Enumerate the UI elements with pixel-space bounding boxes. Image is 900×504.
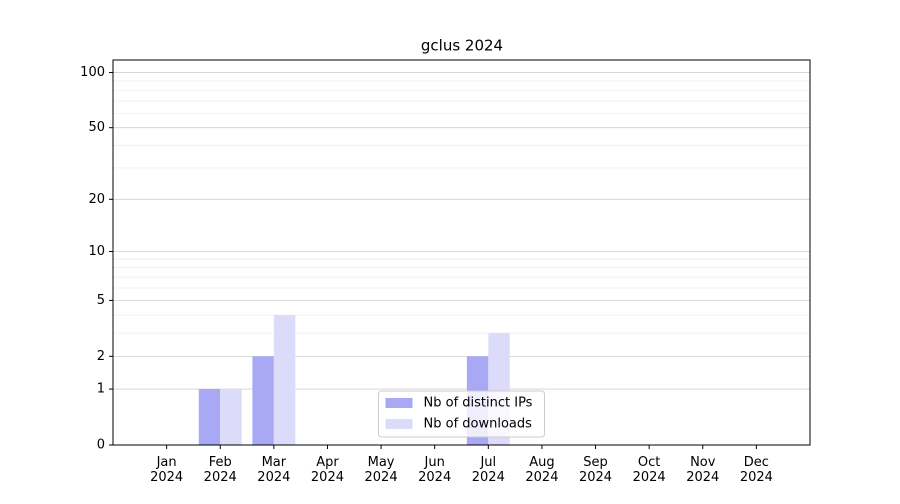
x-tick-label: Aug 2024	[525, 455, 558, 485]
chart-title: gclus 2024	[421, 37, 503, 55]
x-tick-label: Jan 2024	[150, 455, 183, 485]
y-tick-label: 100	[80, 65, 105, 80]
y-tick-label: 50	[88, 120, 105, 135]
bar	[273, 315, 296, 445]
x-tick-label: Jul 2024	[472, 455, 505, 485]
legend-swatch	[385, 398, 413, 408]
y-tick-label: 10	[88, 244, 105, 259]
x-tick-label: May 2024	[365, 455, 398, 485]
plot-frame	[112, 59, 811, 446]
legend: Nb of distinct IPs Nb of downloads	[378, 390, 545, 438]
y-tick-label: 1	[97, 382, 105, 397]
x-tick-label: Nov 2024	[686, 455, 719, 485]
y-tick-label: 0	[97, 438, 105, 453]
bar	[252, 356, 274, 445]
legend-box	[378, 390, 545, 438]
x-tick-label: Mar 2024	[257, 455, 290, 485]
legend-swatch	[385, 419, 413, 429]
x-tick-label: Jun 2024	[418, 455, 451, 485]
y-tick-label: 20	[88, 192, 105, 207]
x-tick-label: Feb 2024	[204, 455, 237, 485]
x-tick-label: Apr 2024	[311, 455, 344, 485]
x-tick-label: Sep 2024	[579, 455, 612, 485]
x-tick-label: Oct 2024	[633, 455, 666, 485]
legend-label: Nb of distinct IPs	[424, 396, 533, 411]
y-tick-label: 2	[97, 349, 105, 364]
legend-label: Nb of downloads	[424, 417, 533, 432]
x-tick-label: Dec 2024	[740, 455, 773, 485]
y-tick-label: 5	[97, 293, 105, 308]
bar	[220, 389, 242, 445]
bar	[198, 389, 221, 445]
